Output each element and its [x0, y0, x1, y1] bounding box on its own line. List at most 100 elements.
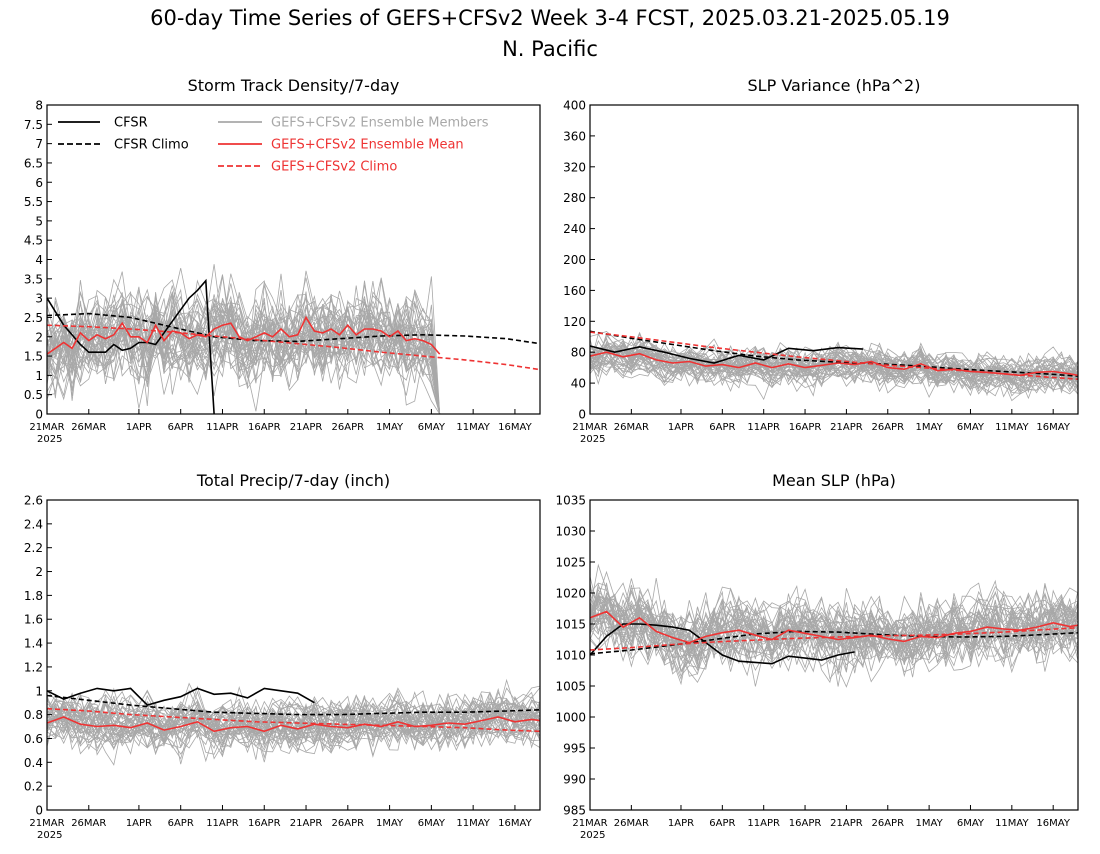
x-tick-label: 26MAR — [71, 422, 106, 433]
y-tick-label: 3 — [35, 292, 43, 306]
y-tick-label: 2.4 — [24, 517, 43, 531]
y-tick-label: 1035 — [555, 494, 586, 508]
y-tick-label: 280 — [563, 191, 586, 205]
member-line — [46, 700, 541, 754]
member-line — [46, 705, 541, 765]
y-tick-label: 6 — [35, 176, 43, 190]
member-line — [46, 273, 441, 415]
member-line — [46, 279, 441, 415]
member-line — [46, 717, 541, 766]
x-tick-label: 21MAR — [572, 818, 607, 829]
member-line — [46, 270, 441, 415]
y-tick-label: 0.4 — [24, 756, 43, 770]
y-tick-label: 240 — [563, 222, 586, 236]
legend-label: CFSR Climo — [114, 138, 189, 153]
panel-title: Storm Track Density/7-day — [188, 76, 400, 95]
y-tick-label: 1025 — [555, 556, 586, 570]
legend-label: CFSR — [114, 116, 148, 131]
gefs-climo-line — [589, 331, 1079, 380]
figure-title: 60-day Time Series of GEFS+CFSv2 Week 3-… — [150, 6, 950, 30]
cfsr-climo-line — [46, 694, 541, 716]
y-tick-label: 1.6 — [24, 613, 43, 627]
y-tick-label: 2 — [35, 565, 43, 579]
panel-title: Mean SLP (hPa) — [772, 471, 896, 490]
member-line — [46, 288, 441, 415]
y-tick-label: 0.5 — [24, 388, 43, 402]
member-line — [589, 620, 1079, 688]
member-line — [589, 588, 1079, 652]
panel-2: SLP Variance (hPa^2) 0 40 80 120 160 200 240 280… — [563, 76, 1079, 445]
ensemble-mean-line — [589, 610, 1079, 644]
y-tick-label: 7.5 — [24, 118, 43, 132]
panel-3: Total Precip/7-day (inch)00.20.40.60.811… — [24, 471, 541, 841]
y-tick-label: 2.2 — [24, 541, 43, 555]
y-tick-label: 8 — [35, 99, 43, 113]
ensemble-mean-line — [46, 716, 541, 733]
gefs-climo-line — [46, 324, 541, 371]
figure-subtitle: N. Pacific — [502, 37, 598, 61]
y-tick-label: 1000 — [555, 711, 586, 725]
x-tick-label: 11APR — [206, 818, 239, 829]
gefs-climo-line — [589, 626, 1079, 651]
cfsr-line — [46, 687, 315, 706]
y-tick-label: 200 — [563, 253, 586, 267]
member-line — [589, 346, 1079, 389]
y-tick-label: 160 — [563, 284, 586, 298]
x-tick-label: 6APR — [168, 818, 194, 829]
y-tick-label: 1.5 — [24, 350, 43, 364]
y-tick-label: 1020 — [555, 587, 586, 601]
x-tick-label: 21MAR — [29, 818, 64, 829]
y-tick-label: 2.5 — [24, 311, 43, 325]
member-line — [46, 697, 541, 756]
member-line — [46, 692, 541, 754]
x-tick-label: 1APR — [126, 422, 152, 433]
y-tick-label: 1 — [35, 684, 43, 698]
y-tick-label: 4.5 — [24, 234, 43, 248]
y-tick-label: 1005 — [555, 680, 586, 694]
x-tick-label: 26MAR — [614, 422, 649, 433]
member-line — [589, 584, 1079, 671]
member-line — [589, 346, 1079, 379]
member-line — [46, 292, 441, 415]
y-tick-label: 0 — [578, 408, 586, 422]
legend: CFSR CFSR Climo GEFS+CFSv2 Ensemble Member… — [58, 116, 489, 175]
x-tick-label: 6APR — [168, 422, 194, 433]
panel-4: Mean SLP (hPa) 985 990 995 1000 1005 1010 1015 1… — [555, 471, 1079, 841]
y-tick-label: 985 — [563, 804, 586, 818]
x-tick-label: 11MAY — [995, 422, 1029, 433]
gefs-climo-line — [46, 707, 541, 733]
y-tick-label: 7 — [35, 137, 43, 151]
x-tick-label: 6MAY — [957, 818, 985, 829]
y-tick-label: 80 — [571, 346, 586, 360]
y-tick-label: 0 — [35, 408, 43, 422]
member-line — [46, 306, 441, 415]
x-tick-label: 16MAY — [498, 818, 532, 829]
y-tick-label: 5.5 — [24, 195, 43, 209]
y-tick-label: 0.8 — [24, 708, 43, 722]
panel-title: SLP Variance (hPa^2) — [748, 76, 921, 95]
x-tick-label: 11APR — [747, 422, 780, 433]
y-tick-label: 1.8 — [24, 589, 43, 603]
member-line — [46, 678, 541, 737]
x-year-label: 2025 — [37, 434, 62, 445]
x-tick-label: 16APR — [789, 818, 822, 829]
x-tick-label: 26APR — [871, 422, 904, 433]
x-tick-label: 6MAY — [957, 422, 985, 433]
member-line — [46, 682, 541, 746]
legend-label: GEFS+CFSv2 Climo — [271, 160, 397, 175]
x-tick-label: 21APR — [830, 818, 863, 829]
x-tick-label: 6MAY — [418, 818, 446, 829]
panel-1: Storm Track Density/7-day 0 0.5 1 1.5 2 2.5 3 3.… — [24, 76, 541, 445]
y-tick-label: 1.2 — [24, 660, 43, 674]
member-line — [589, 602, 1079, 680]
x-tick-label: 6APR — [709, 422, 735, 433]
x-tick-label: 1APR — [668, 422, 694, 433]
ensemble-mean-line — [589, 351, 1079, 377]
y-tick-label: 400 — [563, 99, 586, 113]
y-tick-label: 0.6 — [24, 732, 43, 746]
y-tick-label: 120 — [563, 315, 586, 329]
x-tick-label: 11MAY — [456, 422, 490, 433]
x-tick-label: 1MAY — [376, 818, 404, 829]
x-tick-label: 6MAY — [418, 422, 446, 433]
x-tick-label: 1MAY — [376, 422, 404, 433]
